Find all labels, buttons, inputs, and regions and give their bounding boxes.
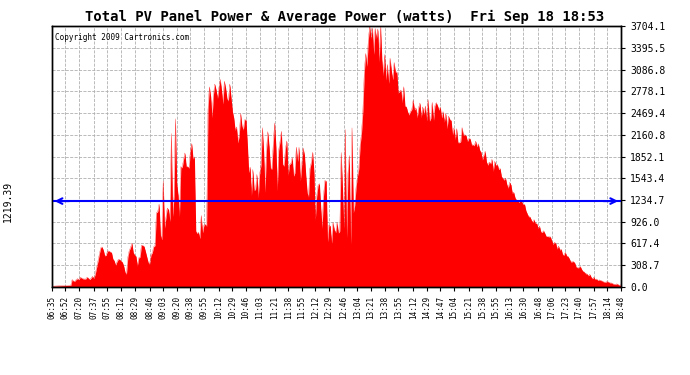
Text: Copyright 2009 Cartronics.com: Copyright 2009 Cartronics.com xyxy=(55,33,189,42)
Text: Total PV Panel Power & Average Power (watts)  Fri Sep 18 18:53: Total PV Panel Power & Average Power (wa… xyxy=(86,9,604,24)
Text: 1219.39: 1219.39 xyxy=(3,180,13,222)
